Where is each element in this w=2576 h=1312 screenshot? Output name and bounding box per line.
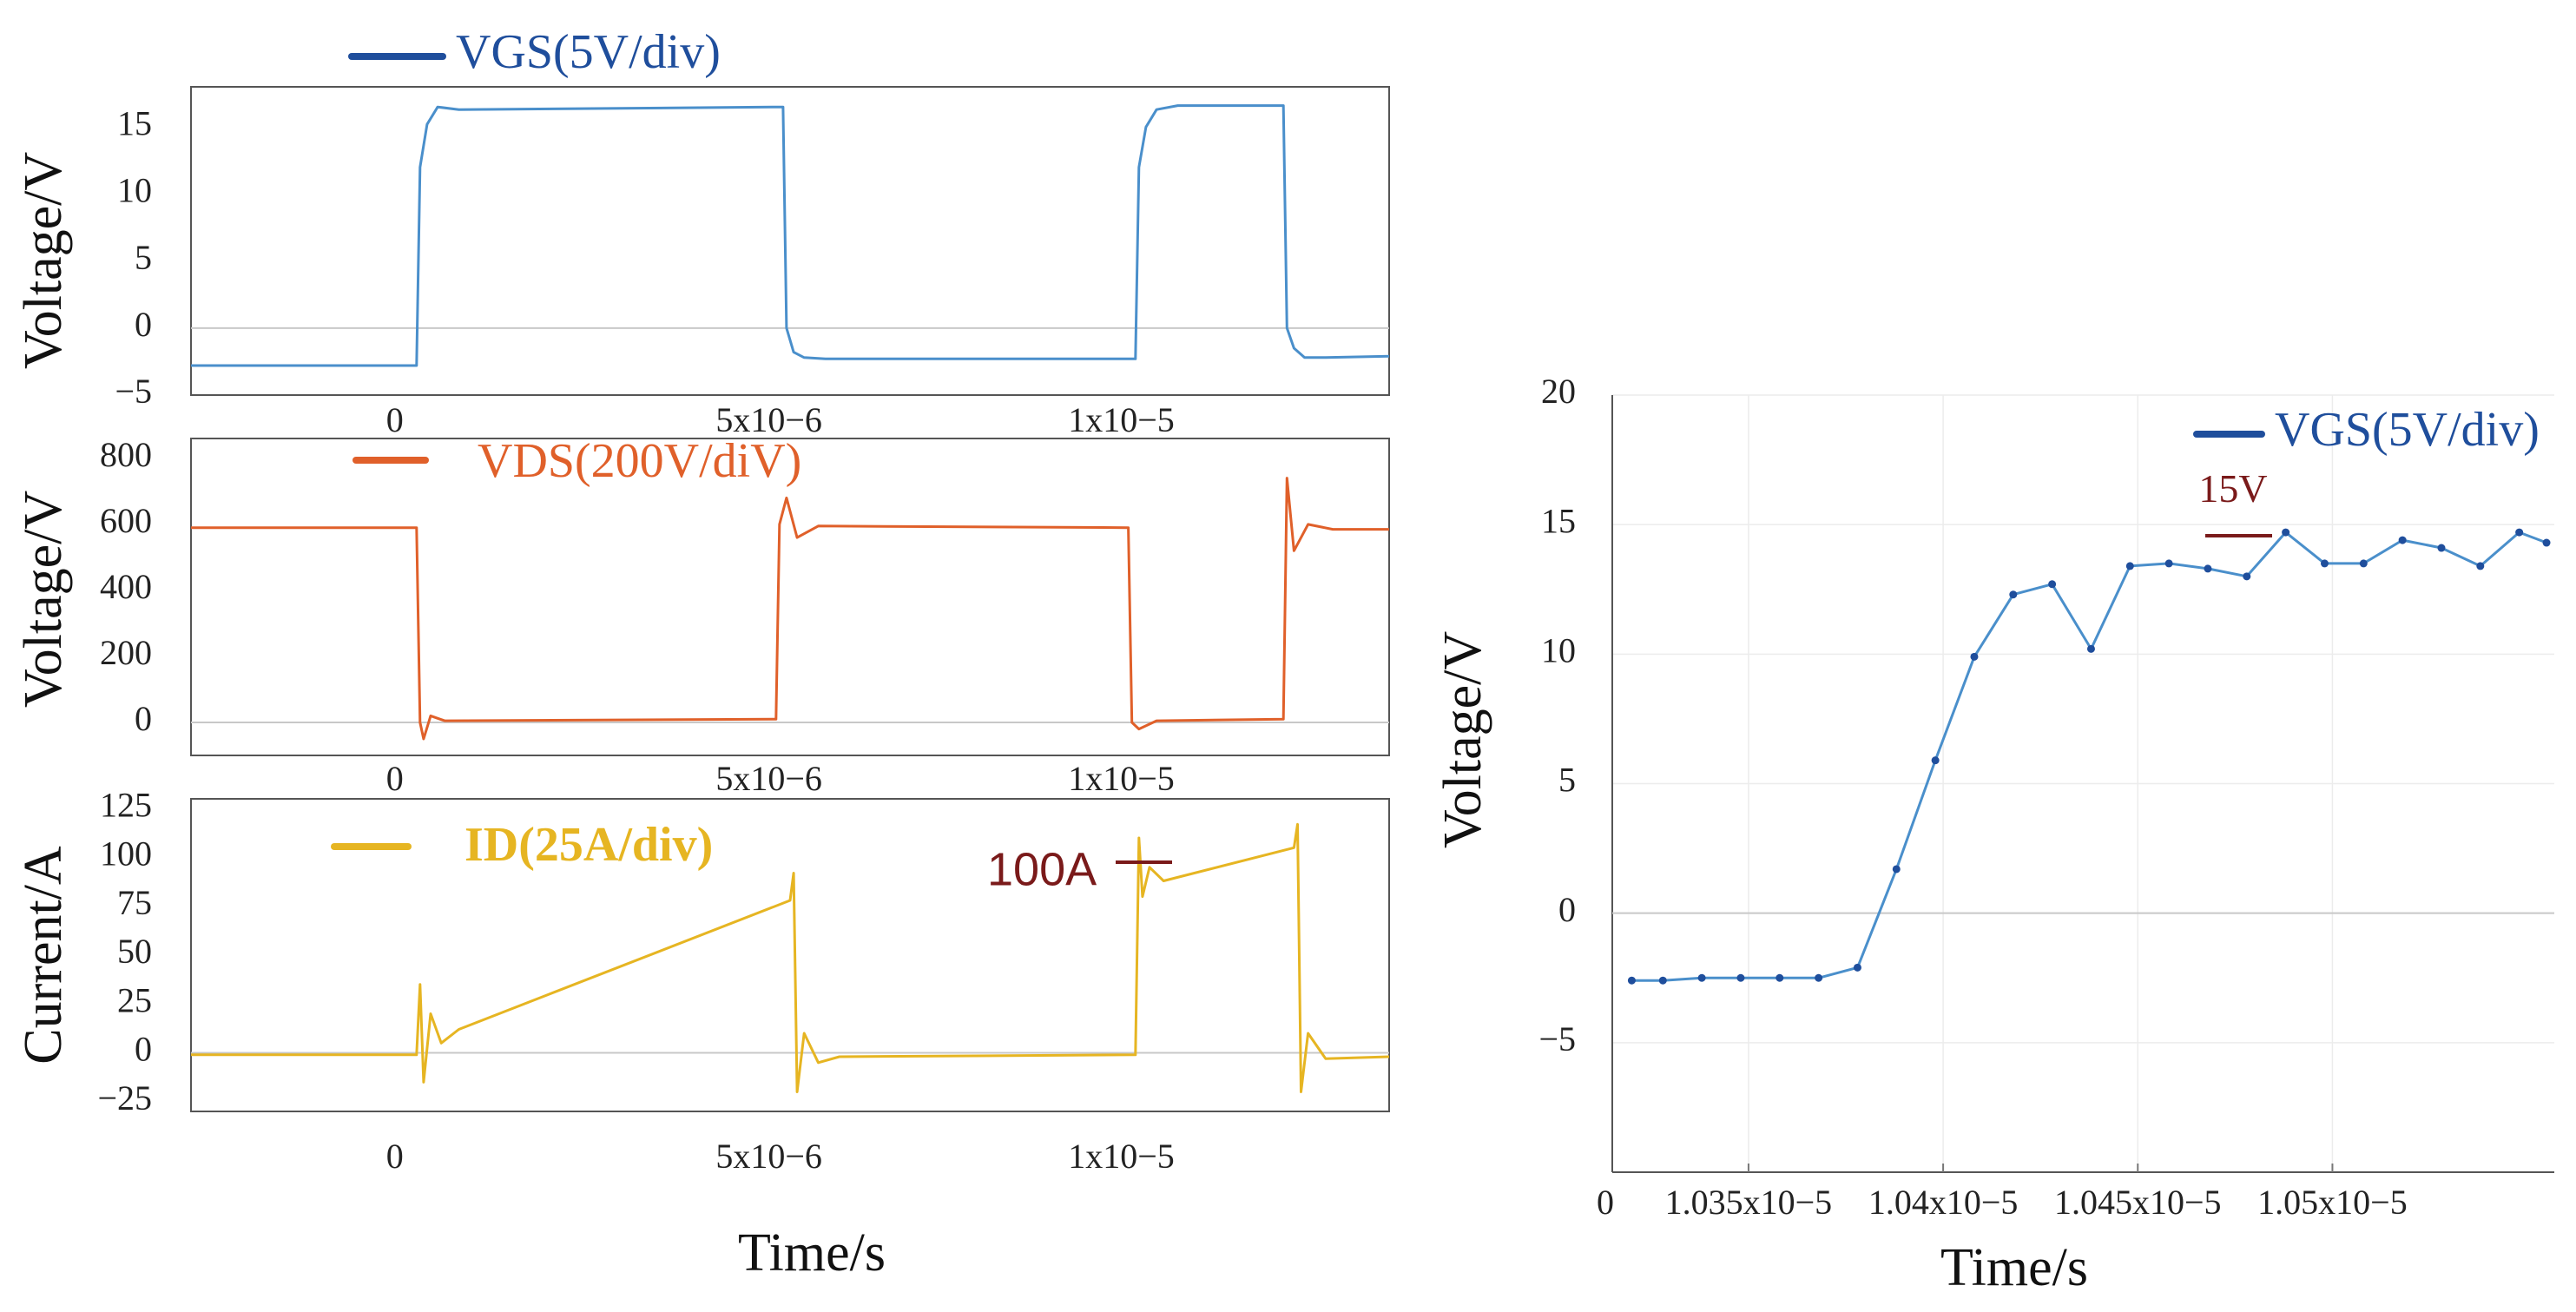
y-tick-label: 100: [100, 834, 152, 874]
y-tick-label: 15: [1541, 501, 1576, 540]
panel-zoom-grid: [1611, 394, 2554, 1172]
x-tick-label: 5x10−6: [715, 1137, 822, 1176]
y-tick-label: 10: [117, 171, 152, 210]
panel-vds-x-ticks: 0 5x10−6 1x10−5: [386, 759, 1175, 798]
x-tick-label: 5x10−6: [715, 400, 822, 439]
panel-zoom-annotation: 15V: [2198, 466, 2267, 511]
y-tick-label: 200: [100, 633, 152, 672]
x-tick-label: 0: [386, 759, 404, 798]
x-tick-label: 1x10−5: [1068, 759, 1175, 798]
x-tick-label: 5x10−6: [715, 759, 822, 798]
panel-vds-y-ticks: 800 600 400 200 0: [100, 435, 152, 738]
data-point: [1970, 652, 1979, 661]
panel-vds-legend-label: VDS(200V/diV): [478, 434, 801, 488]
data-point: [2437, 544, 2446, 552]
y-tick-label: 50: [117, 932, 152, 971]
panel-id-ylabel: Current/A: [14, 846, 73, 1065]
panel-vgs: 15 10 5 0 −5 0 5x10−6 1x10−5 Voltage/V VGS(5V/…: [14, 25, 1390, 439]
data-point: [2542, 538, 2551, 547]
panel-vds-frame: [190, 438, 1390, 756]
panel-zoom-points: [1627, 528, 2551, 985]
panel-vgs-zoom: 20 15 10 5 0 −5 0 1.035x10−5 1.04x10−5 1.045x10−…: [1433, 372, 2554, 1297]
panel-zoom-legend-label: VGS(5V/div): [2275, 403, 2540, 457]
y-tick-label: −5: [115, 372, 152, 411]
panel-vgs-series-line: [191, 104, 1390, 367]
panel-zoom-x-ticks: 0 1.035x10−5 1.04x10−5 1.045x10−5 1.05x10−5: [1597, 1164, 2408, 1222]
panel-vds-series-line: [191, 477, 1389, 741]
x-tick-label: 0: [386, 1137, 404, 1176]
data-point: [2164, 559, 2173, 568]
data-point: [2515, 528, 2524, 537]
panel-zoom-y-ticks: 20 15 10 5 0 −5: [1538, 372, 1576, 1058]
panel-id-annotation: 100A: [987, 843, 1097, 895]
y-tick-label: 800: [100, 435, 152, 474]
data-point: [2476, 562, 2485, 570]
panel-id-frame: [190, 798, 1390, 1112]
x-tick-label: 1x10−5: [1068, 1137, 1175, 1176]
x-tick-label: 0: [1597, 1183, 1614, 1222]
data-point: [2243, 572, 2251, 581]
panel-vds-ylabel: Voltage/V: [14, 491, 73, 708]
data-point: [2359, 559, 2368, 568]
panel-id: 125 100 75 50 25 0 −25 0 5x10−6 1x10−5 Current/A…: [14, 785, 1390, 1282]
data-point: [1931, 756, 1940, 765]
panel-vgs-ylabel: Voltage/V: [14, 152, 73, 369]
y-tick-label: 75: [117, 883, 152, 922]
panel-id-x-ticks: 0 5x10−6 1x10−5: [386, 1137, 1175, 1176]
y-tick-label: 15: [117, 103, 152, 142]
data-point: [1658, 976, 1667, 985]
data-point: [1736, 973, 1745, 982]
y-tick-label: −5: [1538, 1019, 1576, 1058]
y-tick-label: 600: [100, 501, 152, 540]
x-tick-label: 1.05x10−5: [2257, 1183, 2408, 1222]
x-tick-label: 1.045x10−5: [2054, 1183, 2222, 1222]
panel-vds: 800 600 400 200 0 0 5x10−6 1x10−5 Voltage/V VD…: [14, 434, 1390, 798]
panel-vgs-frame: [190, 86, 1390, 396]
data-point: [2048, 580, 2057, 589]
data-point: [2320, 559, 2329, 568]
x-tick-label: 0: [386, 400, 404, 439]
y-tick-label: 20: [1541, 372, 1576, 411]
data-point: [1815, 973, 1823, 982]
y-tick-label: 5: [1558, 761, 1576, 800]
data-point: [1892, 865, 1901, 874]
y-tick-label: 5: [135, 238, 152, 277]
panel-zoom-ylabel: Voltage/V: [1433, 631, 1492, 848]
data-point: [2086, 644, 2095, 653]
y-tick-label: 0: [135, 1030, 152, 1069]
x-tick-label: 1.035x10−5: [1665, 1183, 1833, 1222]
panel-id-legend-label: ID(25A/div): [464, 818, 713, 872]
panel-id-y-ticks: 125 100 75 50 25 0 −25: [97, 785, 152, 1118]
panel-id-xlabel: Time/s: [738, 1223, 886, 1282]
y-tick-label: 0: [1558, 890, 1576, 929]
data-point: [2282, 528, 2290, 537]
data-point: [1776, 973, 1784, 982]
panel-vgs-y-ticks: 15 10 5 0 −5: [115, 103, 152, 411]
y-tick-label: 25: [117, 980, 152, 1019]
y-tick-label: 0: [135, 305, 152, 344]
x-tick-label: 1x10−5: [1068, 400, 1175, 439]
y-tick-label: 0: [135, 699, 152, 738]
x-tick-label: 1.04x10−5: [1868, 1183, 2019, 1222]
data-point: [2398, 536, 2407, 544]
data-point: [1697, 973, 1706, 982]
panel-zoom-xlabel: Time/s: [1940, 1238, 2088, 1297]
y-tick-label: −25: [97, 1078, 152, 1118]
y-tick-label: 10: [1541, 631, 1576, 670]
data-point: [1853, 963, 1861, 972]
data-point: [1627, 976, 1636, 985]
y-tick-label: 400: [100, 567, 152, 606]
data-point: [2009, 590, 2018, 599]
y-tick-label: 125: [100, 785, 152, 824]
data-point: [2204, 564, 2212, 573]
panel-id-series-line: [191, 822, 1390, 1093]
panel-vgs-legend-label: VGS(5V/div): [456, 25, 721, 79]
data-point: [2125, 562, 2134, 570]
panel-vgs-x-ticks: 0 5x10−6 1x10−5: [386, 400, 1175, 439]
